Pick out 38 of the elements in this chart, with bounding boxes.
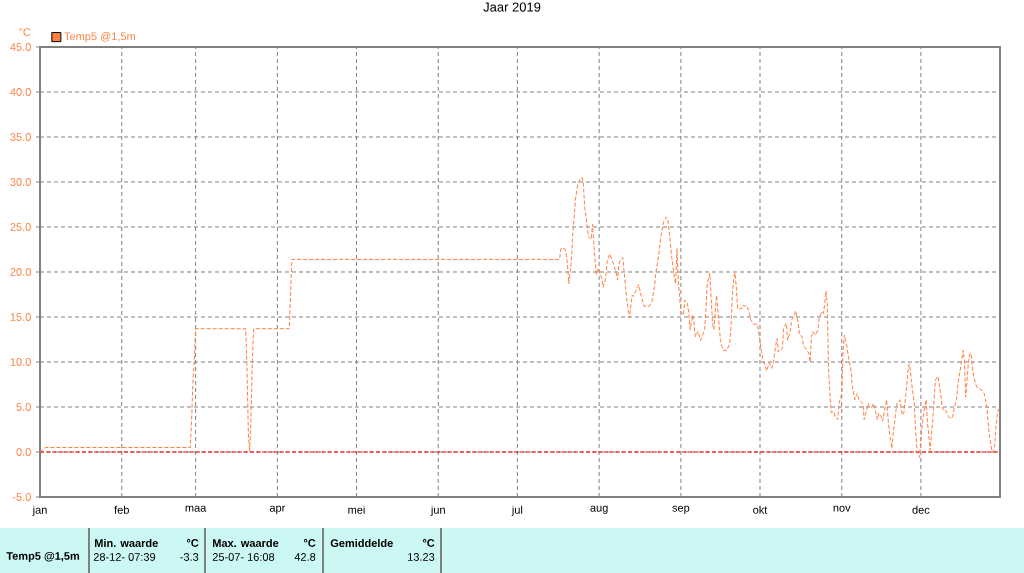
y-tick-label: 20.0: [10, 268, 31, 276]
y-tick-label: 15.0: [10, 313, 31, 321]
text: 25-07- 16:08: [212, 553, 275, 561]
x-tick-label: nov: [833, 505, 851, 512]
y-tick-label: 40.0: [10, 88, 31, 96]
x-tick-label: aug: [590, 505, 608, 514]
y-axis-title: °C: [19, 28, 31, 37]
x-tick-label: okt: [753, 505, 768, 514]
y-tick-label: 5.0: [16, 403, 31, 411]
x-tick-label: jan: [32, 505, 47, 516]
x-tick-label: maa: [185, 505, 207, 512]
y-tick-label: 30.0: [10, 178, 31, 186]
text: Temp5 @1,5m: [6, 551, 80, 563]
y-tick-label: 10.0: [10, 358, 31, 366]
chart-title: Jaar 2019: [483, 2, 541, 12]
x-tick-label: apr: [269, 505, 286, 514]
text: 13.23: [408, 553, 435, 561]
text: 28-12- 07:39: [93, 553, 156, 561]
y-tick-label: 45.0: [10, 43, 31, 51]
x-tick-label: jul: [511, 505, 523, 516]
x-tick-label: jun: [430, 505, 445, 516]
text: °C: [303, 539, 316, 547]
x-tick-label: feb: [114, 505, 129, 514]
y-tick-label: 0.0: [16, 448, 31, 456]
x-tick-label: dec: [912, 505, 930, 514]
text: Max. waarde: [213, 538, 279, 548]
legend-label: Temp5 @1,5m: [64, 32, 135, 43]
text: Gemiddelde: [330, 538, 393, 548]
x-tick-label: sep: [672, 505, 690, 514]
text: °C: [422, 539, 435, 547]
text: 42.8: [294, 553, 316, 561]
y-tick-label: -5.0: [12, 493, 31, 501]
text: -3.3: [180, 553, 199, 561]
y-tick-label: 25.0: [10, 223, 31, 231]
y-tick-label: 35.0: [10, 133, 31, 141]
text: Min. waarde: [95, 538, 158, 548]
x-tick-label: mei: [348, 505, 365, 514]
text: °C: [186, 539, 199, 547]
